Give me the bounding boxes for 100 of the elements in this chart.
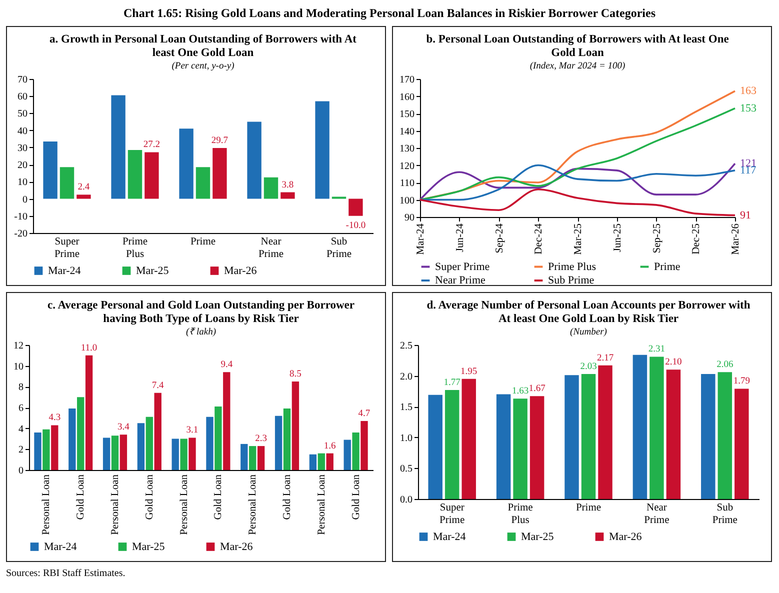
x-tick-label: Personal Loan [41, 474, 52, 535]
y-tick-label: 70 [18, 74, 28, 86]
bar [632, 354, 648, 499]
bar [144, 152, 159, 199]
bar [212, 148, 227, 199]
y-tick-label: 20 [18, 160, 28, 172]
bar [188, 438, 196, 470]
bar [137, 423, 145, 470]
x-tick-label: Near Prime [644, 502, 670, 526]
data-label: 7.4 [152, 380, 164, 391]
x-tick-label: Personal Loan [178, 474, 190, 535]
x-tick-label: Dec-25 [691, 224, 702, 254]
data-label: 3.8 [282, 180, 294, 190]
chart-title: c. Average Personal and Gold Loan Outstanding per Borrower having Both Type of Loans by Risk Tier [48, 300, 354, 325]
bar [196, 167, 210, 199]
bar [292, 381, 300, 470]
bar [172, 438, 179, 470]
y-tick-label: -20 [14, 228, 28, 240]
chart-subtitle: (Index, Mar 2024 = 100) [530, 62, 626, 72]
legend-label: Mar-24 [48, 264, 82, 277]
bar [701, 374, 716, 499]
x-tick-label: Sep-24 [494, 222, 506, 254]
chart-subtitle: (₹ lakh) [186, 328, 216, 338]
bar [206, 416, 214, 470]
y-tick-label: 160 [400, 92, 414, 103]
y-tick-label: 0.0 [400, 494, 412, 506]
x-tick-label: Sep-25 [652, 224, 663, 254]
x-tick-label: Sub Prime [712, 502, 738, 526]
bar [111, 95, 126, 199]
bar [581, 374, 596, 499]
bar [326, 453, 334, 470]
bar [496, 394, 511, 499]
bar [598, 365, 612, 499]
bar [51, 425, 58, 470]
bar [309, 454, 317, 470]
data-label: 1.95 [460, 366, 478, 377]
bar [344, 440, 351, 470]
bar [360, 421, 368, 470]
bar [247, 122, 262, 199]
data-label: 3.1 [186, 426, 198, 436]
data-label: 153 [740, 102, 757, 114]
y-tick-label: 0 [18, 466, 24, 476]
chart-title: a. Growth in Personal Loan Outstanding of Borrowers with At least One Gold Loan [50, 34, 357, 59]
bar [666, 370, 681, 499]
bar [180, 438, 188, 470]
bar [111, 436, 119, 470]
y-tick-label: 150 [400, 109, 414, 120]
legend-label: Prime [654, 260, 680, 273]
bar [530, 396, 544, 499]
bar [718, 372, 732, 499]
bar [223, 372, 230, 470]
y-tick-label: 2 [18, 444, 24, 456]
legend-label: Mar-24 [44, 540, 78, 553]
bar [348, 198, 363, 216]
data-label: 1.77 [444, 378, 461, 388]
source-note: Sources: RBI Staff Estimates. [6, 567, 126, 579]
y-tick-label: 100 [400, 195, 414, 206]
bar [274, 416, 282, 470]
y-tick-label: 1.5 [400, 402, 412, 414]
x-tick-label: Jun-24 [454, 222, 466, 252]
legend-label: Mar-25 [132, 540, 166, 553]
y-tick-label: 90 [404, 212, 414, 224]
x-tick-label: Jun-25 [612, 224, 624, 252]
y-tick-label: 170 [400, 74, 414, 86]
bar [179, 128, 194, 199]
bar [34, 432, 42, 470]
x-tick-label: Personal Loan [110, 474, 121, 535]
y-tick-label: 30 [18, 142, 28, 154]
data-label: -10.0 [346, 220, 366, 231]
x-tick-label: Personal Loan [248, 474, 259, 535]
x-tick-label: Gold Loan [144, 474, 156, 520]
bar [43, 141, 58, 199]
data-label: 1.6 [324, 441, 336, 452]
y-tick-label: 8 [18, 382, 24, 394]
bar [264, 177, 278, 199]
x-tick-label: Sub Prime [326, 236, 352, 260]
x-tick-label: Gold Loan [350, 474, 362, 520]
x-tick-label: Near Prime [258, 236, 284, 260]
bar [318, 453, 325, 470]
data-label: 2.4 [78, 182, 90, 193]
chart-title: b. Personal Loan Outstanding of Borrowers with At least One Gold Loan [426, 34, 729, 59]
bar [650, 356, 664, 499]
bar [283, 408, 291, 470]
bar [444, 390, 460, 499]
y-tick-label: 10 [18, 177, 28, 188]
x-tick-label: Mar-26 [730, 224, 742, 255]
bar [68, 408, 76, 470]
x-tick-label: Gold Loan [76, 474, 87, 520]
data-label: 1.79 [733, 376, 750, 387]
bar [154, 392, 162, 470]
data-label: 3.4 [118, 422, 130, 433]
bar [42, 429, 50, 470]
x-tick-label: Gold Loan [213, 474, 224, 520]
data-label: 2.10 [665, 358, 682, 368]
data-label: 8.5 [290, 369, 302, 380]
bar [352, 432, 360, 470]
legend-label: Prime Plus [548, 260, 596, 273]
x-tick-label: Super Prime [54, 236, 80, 260]
bar [76, 194, 91, 199]
y-tick-label: 140 [400, 126, 414, 138]
